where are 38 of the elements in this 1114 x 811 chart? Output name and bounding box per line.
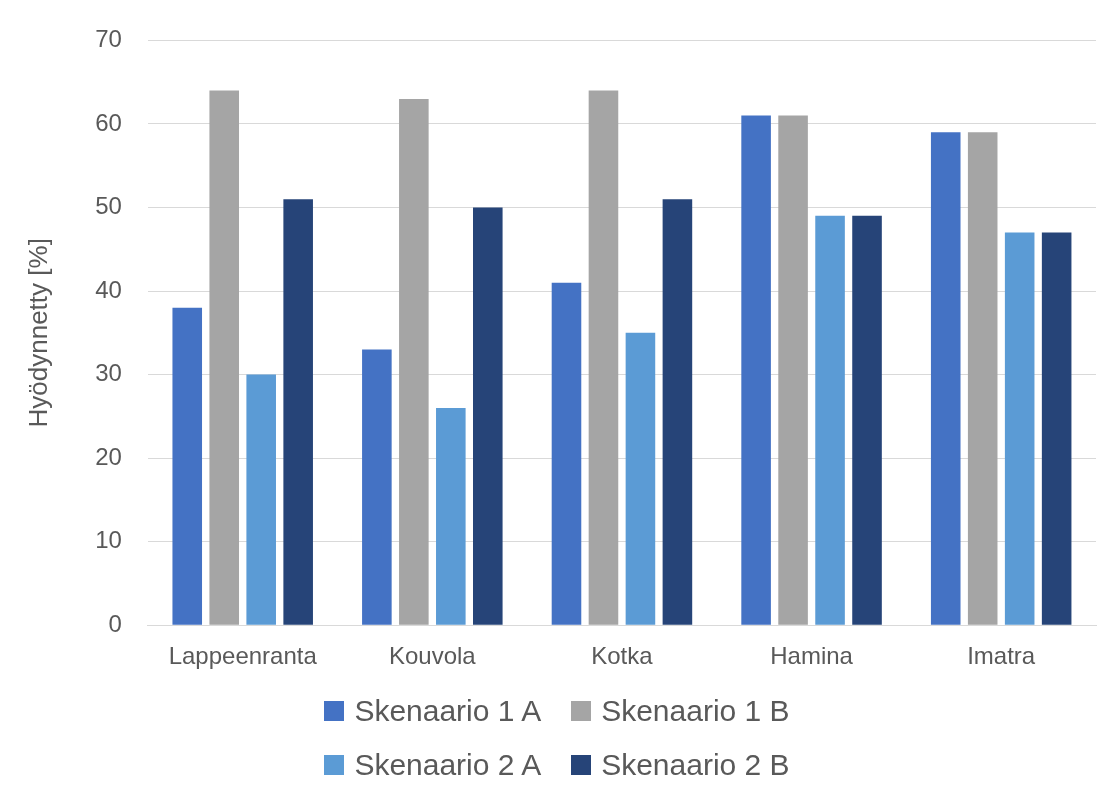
y-tick-label: 70 [95,25,122,53]
bar [815,215,845,625]
bar [551,282,582,625]
x-tick-label: Imatra [967,642,1036,670]
bar [1004,232,1035,625]
bar [436,407,466,625]
bar [588,90,619,625]
bar [625,332,656,625]
bar [246,374,276,625]
y-tick-label: 0 [108,609,122,637]
x-tick-label: Kouvola [388,642,477,670]
y-tick-label: 20 [95,442,122,470]
x-tick-label: Lappeenranta [168,642,318,670]
bar [852,215,882,625]
bar [172,307,203,625]
legend-label: Skenaario 2 B [601,748,790,782]
bar [362,349,392,625]
y-axis-title: Hyödynnetty [%] [22,238,53,428]
bar [741,115,771,625]
bar [209,90,240,625]
bar [778,115,808,625]
bar [399,98,429,625]
y-tick-label: 50 [95,192,122,220]
bar [283,199,313,625]
y-tick-label: 30 [95,359,122,387]
x-tick-label: Hamina [770,642,854,670]
legend-label: Skenaario 2 A [354,748,542,782]
legend-label: Skenaario 1 A [354,694,542,728]
legend-label: Skenaario 1 B [601,694,790,728]
y-tick-label: 40 [95,275,122,303]
bar [930,132,961,625]
bar [473,207,503,625]
y-tick-label: 60 [95,108,122,136]
y-tick-label: 10 [95,526,122,554]
bar [1041,232,1072,625]
bar [967,132,998,625]
x-tick-label: Kotka [591,642,654,670]
bar [662,199,693,625]
